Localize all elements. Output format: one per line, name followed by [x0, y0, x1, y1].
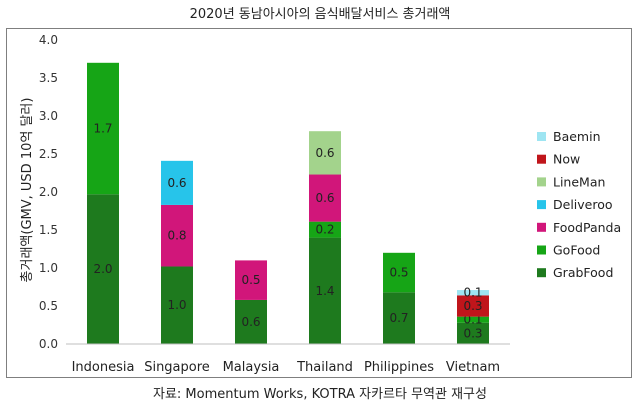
data-label: 0.1 — [463, 286, 482, 300]
bar-segment-grabfood — [87, 194, 119, 344]
legend-label-foodpanda: FoodPanda — [553, 220, 621, 235]
data-label: 0.6 — [167, 176, 186, 190]
x-tick-label: Vietnam — [446, 360, 500, 375]
data-label: 0.6 — [315, 146, 334, 160]
bar-segment-baemin — [457, 290, 489, 296]
x-tick-label: Indonesia — [72, 360, 135, 375]
y-tick-label: 4.0 — [39, 33, 58, 47]
data-label: 0.2 — [315, 223, 334, 237]
bar-segment-foodpanda — [309, 174, 341, 222]
y-tick-label: 2.0 — [39, 185, 58, 199]
data-label: 0.3 — [463, 326, 482, 340]
bar-segment-foodpanda — [235, 260, 267, 300]
y-tick-label: 0.0 — [39, 337, 58, 351]
legend-label-grabfood: GrabFood — [553, 265, 613, 280]
x-tick-label: Singapore — [144, 360, 210, 375]
bar-segment-deliveroo — [161, 160, 193, 205]
bar-segment-gofood — [457, 316, 489, 323]
y-tick-label: 1.5 — [39, 223, 58, 237]
y-axis-label: 총거래액(GMV, USD 10억 달러) — [20, 98, 35, 283]
bar-segment-lineman — [309, 131, 341, 175]
bars: 2.0 1.7 1.0 0.8 0.6 0.6 0.5 1.4 0.2 0.6 0.6 0.7 0.5 0… — [87, 62, 489, 344]
bar-segment-gofood — [309, 221, 341, 238]
y-tick-label: 3.0 — [39, 109, 58, 123]
legend-label-gofood: GoFood — [553, 243, 600, 258]
legend-swatch-foodpanda — [537, 222, 546, 232]
chart-title: 2020년 동남아시아의 음식배달서비스 총거래액 — [189, 7, 451, 22]
y-axis: 0.0 0.5 1.0 1.5 2.0 2.5 3.0 3.5 4.0 — [39, 33, 58, 351]
legend-swatch-now — [537, 154, 546, 164]
bar-segment-grabfood — [309, 237, 341, 344]
data-label: 0.8 — [167, 229, 186, 243]
y-tick-label: 3.5 — [39, 71, 58, 85]
bar-segment-grabfood — [383, 292, 415, 344]
data-label: 0.5 — [241, 273, 260, 287]
legend-swatch-baemin — [537, 132, 546, 141]
legend-label-now: Now — [553, 152, 580, 167]
y-tick-label: 0.5 — [39, 299, 58, 313]
data-label: 0.6 — [315, 191, 334, 205]
bar-segment-now — [457, 295, 489, 317]
x-axis: Indonesia Singapore Malaysia Thailand Philip… — [66, 343, 510, 375]
bar-segment-grabfood — [457, 322, 489, 344]
data-label: 1.7 — [93, 122, 112, 136]
source-note: 자료: Momentum Works, KOTRA 자카르타 무역관 재구성 — [153, 387, 487, 402]
data-label: 2.0 — [93, 262, 112, 276]
legend-swatch-grabfood — [537, 268, 546, 278]
legend: Baemin Now LineMan Deliveroo FoodPanda GoFood… — [537, 129, 621, 280]
bar-segment-gofood — [87, 62, 119, 195]
x-tick-label: Thailand — [296, 360, 353, 375]
legend-label-deliveroo: Deliveroo — [553, 197, 613, 212]
bar-segment-foodpanda — [161, 204, 193, 267]
bar-segment-gofood — [383, 252, 415, 293]
bar-chart: 0.0 0.5 1.0 1.5 2.0 2.5 3.0 3.5 4.0 2.0 1.7 1.0 0.8… — [20, 33, 621, 375]
legend-swatch-deliveroo — [537, 200, 546, 210]
legend-swatch-lineman — [537, 177, 546, 187]
data-label: 0.5 — [389, 266, 408, 280]
data-label: 0.7 — [389, 311, 408, 325]
legend-swatch-gofood — [537, 245, 546, 255]
y-tick-label: 2.5 — [39, 147, 58, 161]
x-tick-label: Philippines — [364, 360, 434, 375]
data-label: 1.0 — [167, 298, 186, 312]
chart-frame — [6, 28, 632, 378]
data-label: 0.6 — [241, 315, 260, 329]
y-tick-label: 1.0 — [39, 261, 58, 275]
bar-segment-grabfood — [161, 266, 193, 344]
data-label: 1.4 — [315, 284, 334, 298]
bar-segment-grabfood — [235, 299, 267, 344]
x-tick-label: Malaysia — [223, 360, 280, 375]
data-label: 0.3 — [463, 299, 482, 313]
legend-label-lineman: LineMan — [553, 174, 605, 189]
legend-label-baemin: Baemin — [553, 129, 601, 144]
